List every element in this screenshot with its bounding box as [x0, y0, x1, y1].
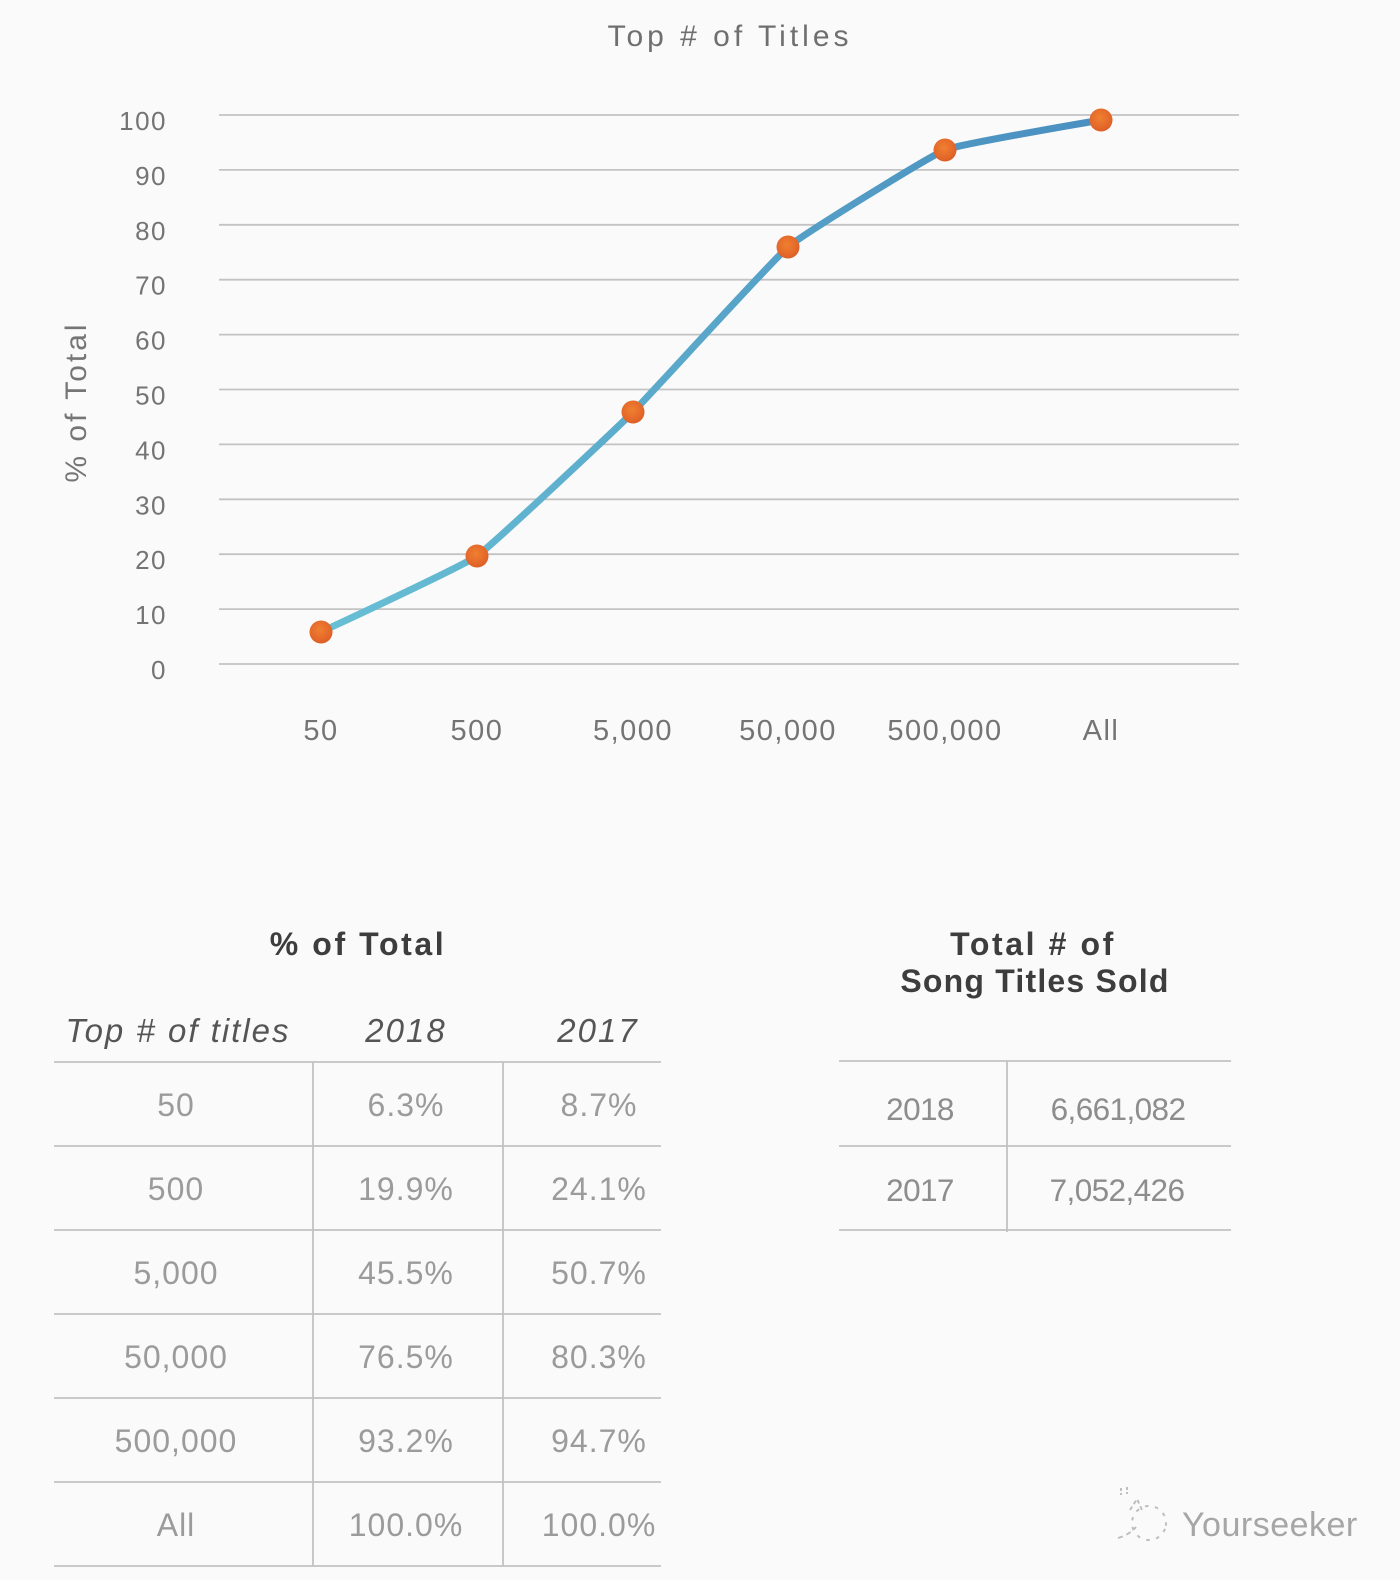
svg-text:19.9%: 19.9%: [358, 1171, 454, 1207]
svg-text:90: 90: [135, 161, 167, 191]
svg-text:45.5%: 45.5%: [358, 1255, 454, 1291]
svg-text:Top # of titles: Top # of titles: [65, 1012, 290, 1049]
svg-text:80.3%: 80.3%: [551, 1339, 647, 1375]
svg-text:50.7%: 50.7%: [551, 1255, 647, 1291]
svg-text:500: 500: [148, 1171, 204, 1207]
svg-text:60: 60: [135, 326, 167, 356]
svg-text:20: 20: [135, 545, 167, 575]
svg-text:500: 500: [451, 715, 504, 747]
svg-text:% of Total: % of Total: [270, 926, 447, 962]
svg-text:500,000: 500,000: [115, 1423, 238, 1459]
svg-text:40: 40: [135, 435, 167, 465]
svg-text:All: All: [1083, 715, 1120, 747]
svg-text:100.0%: 100.0%: [349, 1507, 464, 1543]
svg-text:50: 50: [157, 1087, 195, 1123]
svg-text:94.7%: 94.7%: [551, 1423, 647, 1459]
svg-text:50: 50: [303, 715, 338, 747]
svg-text:6,661,082: 6,661,082: [1051, 1091, 1186, 1127]
svg-text:Top # of Titles: Top # of Titles: [607, 20, 852, 53]
svg-text:8.7%: 8.7%: [561, 1087, 638, 1123]
svg-text:2018: 2018: [364, 1012, 446, 1049]
svg-text:Song Titles Sold: Song Titles Sold: [900, 963, 1169, 999]
svg-text:2017: 2017: [886, 1172, 954, 1208]
svg-text:80: 80: [135, 216, 167, 246]
svg-text:50: 50: [135, 381, 167, 411]
svg-text:7,052,426: 7,052,426: [1050, 1172, 1185, 1208]
svg-text:500,000: 500,000: [887, 715, 1002, 747]
svg-text:70: 70: [135, 271, 167, 301]
svg-text:% of Total: % of Total: [60, 321, 93, 482]
svg-text:100.0%: 100.0%: [542, 1507, 657, 1543]
svg-text:10: 10: [135, 600, 167, 630]
svg-text:All: All: [157, 1507, 196, 1543]
svg-text:0: 0: [151, 655, 167, 685]
svg-text:50,000: 50,000: [739, 715, 837, 747]
svg-text:93.2%: 93.2%: [358, 1423, 454, 1459]
svg-text:5,000: 5,000: [133, 1255, 218, 1291]
svg-text:50,000: 50,000: [124, 1339, 228, 1375]
svg-text:2017: 2017: [556, 1012, 638, 1049]
svg-text:2018: 2018: [886, 1091, 954, 1127]
svg-text:100: 100: [119, 106, 167, 136]
svg-text:76.5%: 76.5%: [358, 1339, 454, 1375]
svg-text:5,000: 5,000: [593, 715, 673, 747]
svg-text:24.1%: 24.1%: [551, 1171, 647, 1207]
svg-text:30: 30: [135, 490, 167, 520]
svg-text:Total # of: Total # of: [950, 926, 1116, 962]
svg-text:6.3%: 6.3%: [368, 1087, 445, 1123]
svg-text:Yourseeker: Yourseeker: [1182, 1506, 1358, 1544]
